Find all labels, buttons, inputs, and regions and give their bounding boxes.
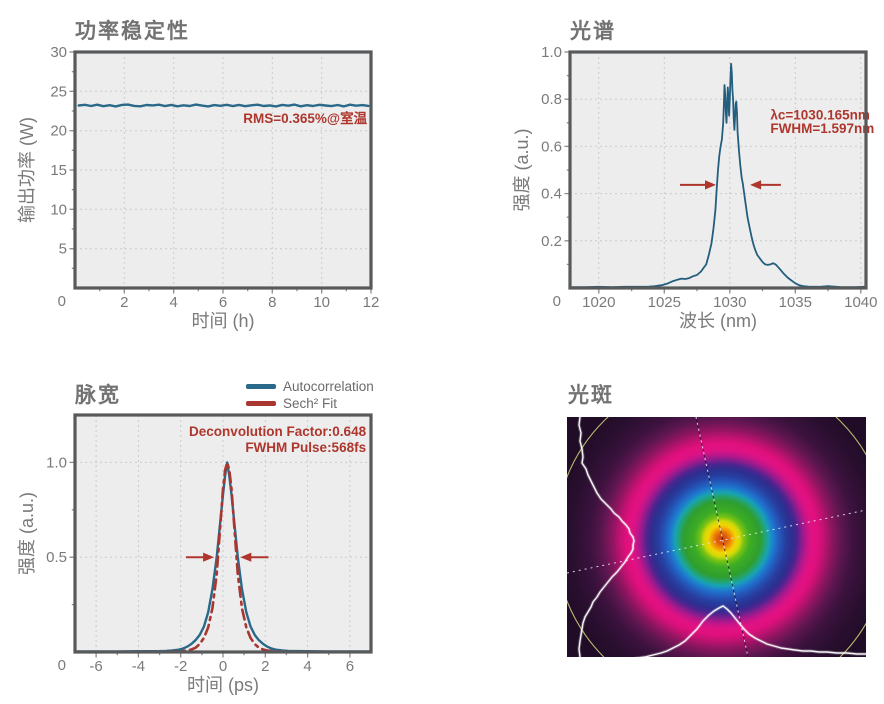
beam-intensity-gradient bbox=[567, 417, 866, 657]
svg-text:2: 2 bbox=[261, 658, 269, 675]
spectrum-title: 光谱 bbox=[570, 20, 616, 43]
pulse-legend: Autocorrelation Sech² Fit bbox=[246, 379, 374, 411]
fwhm-arrows bbox=[186, 552, 269, 562]
origin-label: 0 bbox=[553, 293, 561, 310]
pulse-width-title: 脉宽 bbox=[75, 384, 121, 407]
plot-background bbox=[75, 415, 371, 652]
beam-spot-title: 光斑 bbox=[568, 384, 614, 407]
svg-text:1040: 1040 bbox=[844, 294, 877, 311]
panel-beam-spot: 光斑 bbox=[442, 352, 884, 704]
sech2-fit-line-swatch bbox=[246, 401, 276, 406]
power-stability-chart: RMS=0.365%@室温 2 4 6 8 10 12 5 10 15 20 25 30 0 时间 (h) 输… bbox=[17, 44, 379, 331]
chart-annotation: FWHM=1.597nm bbox=[770, 121, 874, 136]
svg-text:0: 0 bbox=[219, 658, 227, 675]
svg-text:25: 25 bbox=[50, 83, 67, 100]
svg-text:0.6: 0.6 bbox=[541, 138, 562, 155]
beam-profile-x bbox=[639, 605, 866, 657]
legend-row-autocorrelation: Autocorrelation bbox=[246, 379, 374, 394]
series-output-power bbox=[77, 103, 370, 108]
autocorrelation-line-swatch bbox=[246, 384, 276, 389]
svg-text:4: 4 bbox=[170, 294, 178, 311]
panel-pulse-width: 脉宽 Autocorrelation Sech² Fit Deconvoluti… bbox=[0, 352, 442, 704]
legend-label-autocorrelation: Autocorrelation bbox=[283, 379, 374, 394]
series-sech2-fit bbox=[73, 461, 373, 654]
legend-row-sech2-fit: Sech² Fit bbox=[246, 396, 374, 411]
svg-text:1.0: 1.0 bbox=[541, 44, 562, 61]
power-stability-title: 功率稳定性 bbox=[75, 20, 190, 43]
beam-profile-y bbox=[578, 417, 635, 657]
svg-text:2: 2 bbox=[120, 294, 128, 311]
svg-text:8: 8 bbox=[268, 294, 276, 311]
svg-text:1.0: 1.0 bbox=[46, 454, 67, 471]
y-axis-label: 强度 (a.u.) bbox=[17, 492, 37, 575]
svg-text:20: 20 bbox=[50, 123, 67, 140]
series-spectrum bbox=[570, 62, 866, 289]
svg-text:12: 12 bbox=[363, 294, 380, 311]
chart-annotation: FWHM Pulse:568fs bbox=[245, 440, 366, 455]
crosshair-lines bbox=[567, 417, 866, 657]
svg-text:1035: 1035 bbox=[779, 294, 812, 311]
fwhm-arrows bbox=[680, 180, 781, 190]
origin-label: 0 bbox=[58, 657, 66, 674]
svg-text:1030: 1030 bbox=[713, 294, 746, 311]
x-axis-label: 时间 (ps) bbox=[187, 675, 259, 695]
gridlines bbox=[75, 415, 371, 652]
legend-label-sech2-fit: Sech² Fit bbox=[283, 396, 338, 411]
svg-text:0.4: 0.4 bbox=[541, 186, 562, 203]
svg-text:0.5: 0.5 bbox=[46, 549, 67, 566]
plot-border bbox=[73, 413, 373, 654]
panel-power-stability: 功率稳定性 RMS=0.365%@室温 2 4 6 8 10 12 5 10 15 20 25 30 0 时… bbox=[0, 0, 442, 352]
tick-labels: 2 4 6 8 10 12 5 10 15 20 25 30 0 bbox=[50, 44, 379, 311]
svg-text:4: 4 bbox=[303, 658, 311, 675]
svg-text:-4: -4 bbox=[132, 658, 145, 675]
svg-text:0.2: 0.2 bbox=[541, 233, 562, 250]
svg-text:10: 10 bbox=[313, 294, 330, 311]
tick-labels: 1020 1025 1030 1035 1040 0.2 0.4 0.6 0.8 1.0 0 bbox=[541, 44, 877, 311]
svg-text:0.8: 0.8 bbox=[541, 91, 562, 108]
svg-text:1020: 1020 bbox=[582, 294, 615, 311]
x-axis-label: 时间 (h) bbox=[192, 311, 255, 331]
beam-spot-image bbox=[567, 417, 866, 657]
tick-labels: -6 -4 -2 0 2 4 6 0.5 1.0 0 bbox=[46, 454, 354, 675]
svg-text:-2: -2 bbox=[174, 658, 187, 675]
chart-annotation: RMS=0.365%@室温 bbox=[243, 110, 367, 126]
svg-text:15: 15 bbox=[50, 162, 67, 179]
svg-text:6: 6 bbox=[346, 658, 354, 675]
svg-text:6: 6 bbox=[219, 294, 227, 311]
chart-annotation: Deconvolution Factor:0.648 bbox=[189, 424, 367, 439]
svg-text:10: 10 bbox=[50, 201, 67, 218]
svg-text:-6: -6 bbox=[89, 658, 102, 675]
plot-border bbox=[73, 50, 373, 290]
panel-spectrum: 光谱 λc=1030.165nm FWHM=1.597nm 1020 1025 1030… bbox=[442, 0, 884, 352]
x-axis-label: 波长 (nm) bbox=[679, 311, 757, 331]
origin-label: 0 bbox=[58, 293, 66, 310]
svg-text:30: 30 bbox=[50, 44, 67, 61]
chart-annotation: λc=1030.165nm bbox=[770, 107, 869, 122]
svg-text:1025: 1025 bbox=[648, 294, 681, 311]
plot-border bbox=[568, 50, 868, 290]
y-axis-label: 强度 (a.u.) bbox=[512, 128, 532, 211]
svg-text:5: 5 bbox=[59, 241, 67, 258]
y-axis-label: 输出功率 (W) bbox=[17, 117, 37, 223]
